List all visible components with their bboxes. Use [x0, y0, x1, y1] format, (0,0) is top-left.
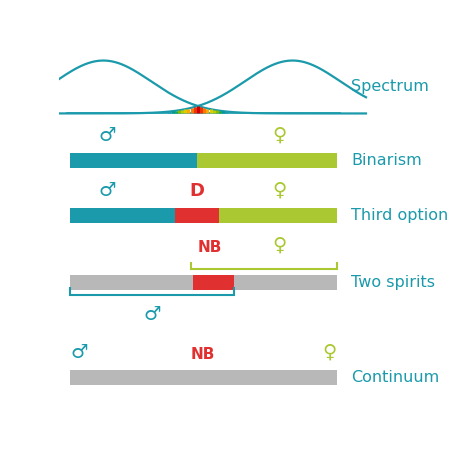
- Text: ♂: ♂: [98, 181, 116, 200]
- Text: Spectrum: Spectrum: [351, 80, 429, 94]
- Text: Two spirits: Two spirits: [351, 275, 435, 290]
- FancyBboxPatch shape: [70, 370, 337, 385]
- Text: D: D: [190, 182, 204, 200]
- Text: ♀: ♀: [273, 181, 287, 200]
- Text: Third option: Third option: [351, 208, 448, 223]
- Text: NB: NB: [191, 347, 215, 362]
- Text: ♂: ♂: [98, 126, 116, 145]
- Text: Continuum: Continuum: [351, 370, 439, 385]
- Text: ♂: ♂: [70, 343, 88, 362]
- FancyBboxPatch shape: [70, 153, 197, 168]
- FancyBboxPatch shape: [193, 275, 234, 291]
- Text: ♂: ♂: [143, 305, 161, 324]
- FancyBboxPatch shape: [219, 208, 337, 223]
- FancyBboxPatch shape: [70, 208, 175, 223]
- Text: ♀: ♀: [273, 126, 287, 145]
- FancyBboxPatch shape: [70, 275, 337, 291]
- Text: ♀: ♀: [322, 343, 337, 362]
- FancyBboxPatch shape: [197, 153, 337, 168]
- Text: Binarism: Binarism: [351, 153, 422, 168]
- Text: ♀: ♀: [273, 236, 287, 255]
- FancyBboxPatch shape: [175, 208, 219, 223]
- Text: NB: NB: [198, 240, 222, 255]
